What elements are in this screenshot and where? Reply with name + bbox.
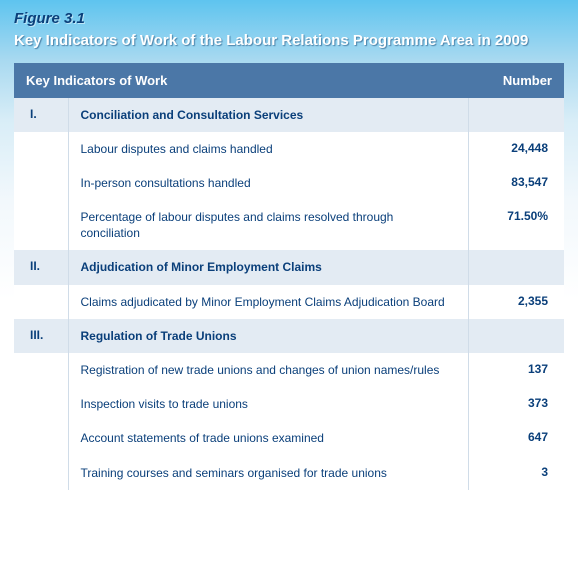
row-index [14, 166, 68, 200]
row-value [468, 98, 564, 132]
row-value: 373 [468, 387, 564, 421]
row-value: 71.50% [468, 200, 564, 250]
row-description: Training courses and seminars organised … [68, 456, 468, 490]
row-description: Adjudication of Minor Employment Claims [68, 250, 468, 284]
table-row: Labour disputes and claims handled24,448 [14, 132, 564, 166]
row-value: 2,355 [468, 285, 564, 319]
table-body: I.Conciliation and Consultation Services… [14, 98, 564, 490]
row-description: Claims adjudicated by Minor Employment C… [68, 285, 468, 319]
row-description: Registration of new trade unions and cha… [68, 353, 468, 387]
row-index [14, 421, 68, 455]
table-header-row: Key Indicators of Work Number [14, 63, 564, 98]
table-row: In-person consultations handled83,547 [14, 166, 564, 200]
row-value: 24,448 [468, 132, 564, 166]
row-index [14, 387, 68, 421]
row-description: Conciliation and Consultation Services [68, 98, 468, 132]
col-header-number: Number [468, 63, 564, 98]
row-description: In-person consultations handled [68, 166, 468, 200]
row-value: 3 [468, 456, 564, 490]
row-value: 137 [468, 353, 564, 387]
table-row: Inspection visits to trade unions373 [14, 387, 564, 421]
row-index: III. [14, 319, 68, 353]
section-row: I.Conciliation and Consultation Services [14, 98, 564, 132]
row-value: 647 [468, 421, 564, 455]
row-index [14, 285, 68, 319]
row-index: II. [14, 250, 68, 284]
row-value [468, 250, 564, 284]
table-row: Account statements of trade unions exami… [14, 421, 564, 455]
row-index [14, 353, 68, 387]
table-row: Claims adjudicated by Minor Employment C… [14, 285, 564, 319]
row-value [468, 319, 564, 353]
row-index: I. [14, 98, 68, 132]
row-description: Inspection visits to trade unions [68, 387, 468, 421]
table-row: Percentage of labour disputes and claims… [14, 200, 564, 250]
row-description: Regulation of Trade Unions [68, 319, 468, 353]
row-index [14, 200, 68, 250]
row-index [14, 456, 68, 490]
row-description: Percentage of labour disputes and claims… [68, 200, 468, 250]
section-row: II.Adjudication of Minor Employment Clai… [14, 250, 564, 284]
row-description: Account statements of trade unions exami… [68, 421, 468, 455]
row-index [14, 132, 68, 166]
row-description: Labour disputes and claims handled [68, 132, 468, 166]
figure-title: Key Indicators of Work of the Labour Rel… [14, 31, 564, 51]
indicators-table: Key Indicators of Work Number I.Concilia… [14, 63, 564, 490]
section-row: III.Regulation of Trade Unions [14, 319, 564, 353]
table-row: Training courses and seminars organised … [14, 456, 564, 490]
col-header-indicators: Key Indicators of Work [14, 63, 468, 98]
table-row: Registration of new trade unions and cha… [14, 353, 564, 387]
figure-label: Figure 3.1 [14, 10, 564, 27]
row-value: 83,547 [468, 166, 564, 200]
